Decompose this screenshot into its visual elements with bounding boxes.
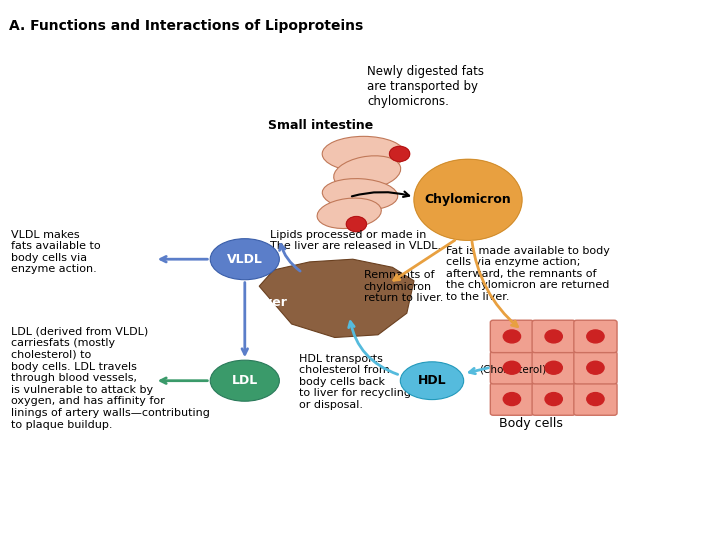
Text: Newly digested fats
are transported by
chylomicrons.: Newly digested fats are transported by c…: [367, 65, 484, 108]
Circle shape: [545, 393, 562, 406]
Text: HDL: HDL: [418, 374, 446, 387]
Circle shape: [433, 173, 503, 226]
Text: HDL transports
cholesterol from
body cells back
to liver for recycling
or dispos: HDL transports cholesterol from body cel…: [299, 354, 411, 410]
Circle shape: [545, 330, 562, 343]
Text: Fat is made available to body
cells via enzyme action;
afterward, the remnants o: Fat is made available to body cells via …: [446, 246, 611, 302]
Circle shape: [417, 161, 519, 238]
Text: LDL (derived from VLDL)
carriesfats (mostly
cholesterol) to
body cells. LDL trav: LDL (derived from VLDL) carriesfats (mos…: [11, 327, 210, 429]
Ellipse shape: [323, 179, 397, 210]
Text: Small intestine: Small intestine: [268, 119, 373, 132]
Text: Chylomicron: Chylomicron: [425, 193, 511, 206]
Ellipse shape: [210, 360, 279, 401]
FancyBboxPatch shape: [490, 320, 534, 353]
Ellipse shape: [323, 136, 405, 172]
Circle shape: [422, 165, 514, 234]
Ellipse shape: [400, 362, 464, 400]
Text: LDL: LDL: [232, 374, 258, 387]
Circle shape: [419, 163, 517, 237]
Circle shape: [587, 330, 604, 343]
Circle shape: [545, 361, 562, 374]
Text: Remnants of
chylomicron
return to liver.: Remnants of chylomicron return to liver.: [364, 270, 443, 303]
FancyBboxPatch shape: [574, 352, 617, 384]
Ellipse shape: [333, 156, 401, 190]
Text: Lipids processed or made in
The liver are released in VLDL.: Lipids processed or made in The liver ar…: [270, 230, 441, 251]
Circle shape: [587, 361, 604, 374]
Circle shape: [425, 167, 511, 232]
Circle shape: [503, 361, 521, 374]
Circle shape: [414, 159, 522, 240]
Circle shape: [414, 159, 522, 240]
FancyBboxPatch shape: [532, 352, 575, 384]
Text: Body cells: Body cells: [500, 417, 563, 430]
Circle shape: [390, 146, 410, 161]
FancyBboxPatch shape: [490, 352, 534, 384]
Text: (Cholesterol): (Cholesterol): [479, 365, 546, 375]
Circle shape: [587, 393, 604, 406]
Circle shape: [428, 170, 508, 230]
FancyBboxPatch shape: [490, 383, 534, 415]
FancyBboxPatch shape: [532, 320, 575, 353]
Text: VLDL makes
fats available to
body cells via
enzyme action.: VLDL makes fats available to body cells …: [11, 230, 100, 274]
Circle shape: [346, 217, 366, 232]
FancyBboxPatch shape: [574, 383, 617, 415]
Text: VLDL: VLDL: [227, 253, 263, 266]
Circle shape: [503, 330, 521, 343]
Text: Liver: Liver: [253, 296, 287, 309]
FancyBboxPatch shape: [532, 383, 575, 415]
FancyBboxPatch shape: [574, 320, 617, 353]
Text: A. Functions and Interactions of Lipoproteins: A. Functions and Interactions of Lipopro…: [9, 19, 363, 33]
Ellipse shape: [210, 239, 279, 280]
Circle shape: [431, 172, 505, 228]
Polygon shape: [259, 259, 414, 338]
Circle shape: [503, 393, 521, 406]
Ellipse shape: [317, 198, 382, 228]
